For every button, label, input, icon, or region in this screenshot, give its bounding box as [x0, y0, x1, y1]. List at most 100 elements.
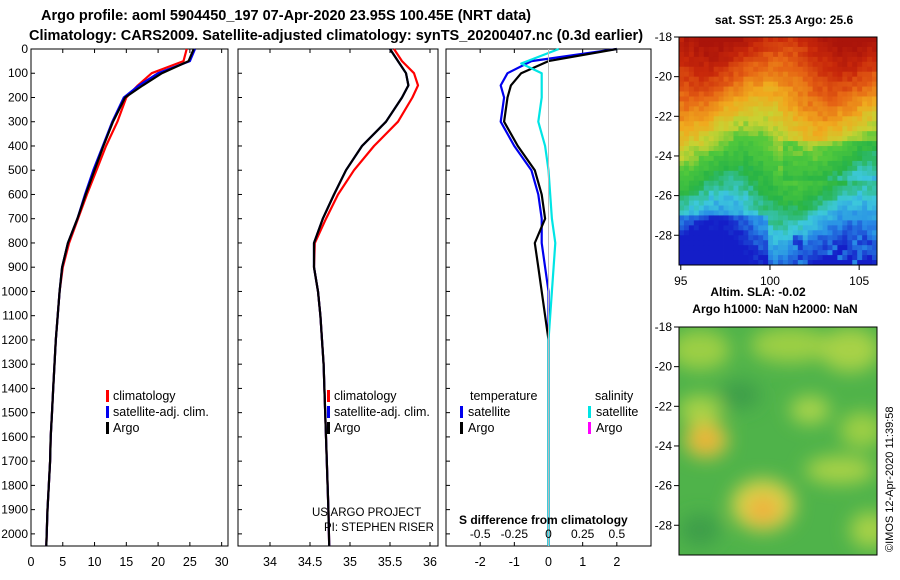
sst-cell [797, 185, 804, 192]
sst-cell [847, 170, 853, 177]
sst-cell [763, 175, 769, 182]
sst-cell [872, 141, 877, 147]
sst-cell [812, 220, 818, 226]
sst-cell [842, 165, 848, 172]
sst-cell [723, 81, 729, 87]
sst-cell [797, 96, 804, 102]
sst-cell [708, 170, 715, 177]
sst-cell [842, 61, 848, 68]
sst-cell [773, 210, 779, 216]
sst-cell [738, 41, 744, 48]
sst-cell [817, 146, 823, 152]
sst-cell [728, 250, 734, 256]
sst-cell [807, 245, 814, 251]
sst-cell [768, 225, 774, 231]
sst-cell [683, 131, 690, 137]
sst-cell [837, 126, 843, 132]
sst-cell [797, 121, 804, 127]
legend-marker-satellite [327, 406, 330, 418]
x-tick-label: 34 [263, 555, 277, 569]
sst-cell [852, 195, 858, 201]
sst-cell [763, 46, 769, 53]
sst-cell [728, 66, 734, 73]
sst-cell [748, 151, 754, 157]
sst-cell [872, 160, 877, 167]
sst-cell [723, 66, 729, 73]
depth-tick-label: 800 [8, 236, 28, 250]
sst-cell [792, 66, 799, 73]
sst-cell [792, 41, 799, 48]
sst-cell [872, 195, 877, 201]
sst-cell [847, 146, 853, 152]
sst-cell [847, 41, 853, 48]
sst-cell [743, 255, 749, 261]
sst-cell [782, 81, 789, 87]
sst-cell [728, 96, 734, 102]
sst-cell [763, 81, 769, 87]
sst-cell [852, 71, 858, 78]
sst-cell [852, 136, 858, 142]
sst-cell [872, 220, 877, 226]
sst-cell [852, 210, 858, 216]
sst-cell [817, 56, 823, 63]
sst-cell [792, 165, 799, 172]
sst-cell [778, 41, 784, 48]
sst-cell [832, 81, 838, 87]
sst-cell [679, 195, 685, 201]
sst-cell [807, 61, 814, 68]
sst-cell [787, 175, 794, 182]
sst-cell [723, 131, 729, 137]
sst-cell [862, 116, 868, 122]
sst-cell [679, 131, 685, 137]
sla-heatmap [679, 327, 877, 555]
sst-cell [683, 210, 690, 216]
sst-cell [723, 245, 729, 251]
sst-cell [693, 245, 700, 251]
sst-cell [679, 91, 685, 97]
sst-cell [832, 111, 838, 117]
sst-cell [802, 175, 809, 182]
sst-cell [728, 116, 734, 122]
sst-cell [733, 210, 739, 216]
salinity-diff-tick-label: -0.5 [470, 527, 491, 541]
sst-cell [802, 180, 809, 187]
sst-cell [733, 121, 739, 127]
sst-cell [812, 61, 818, 68]
sst-cell [698, 56, 705, 63]
sst-cell [768, 200, 774, 206]
sst-cell [723, 116, 729, 122]
sst-cell [778, 111, 784, 117]
sst-cell [867, 61, 873, 68]
sst-cell [792, 230, 799, 236]
sst-cell [679, 37, 685, 43]
sst-cell [773, 245, 779, 251]
sst-cell [723, 160, 729, 167]
sst-cell [842, 151, 848, 157]
sst-cell [693, 175, 700, 182]
sst-cell [733, 235, 739, 241]
sst-cell [698, 240, 705, 246]
sst-cell [778, 121, 784, 127]
sst-cell [728, 240, 734, 246]
map-x-tick-label: 105 [849, 274, 869, 288]
sst-cell [773, 116, 779, 122]
sst-cell [832, 255, 838, 261]
sst-cell [817, 195, 823, 201]
sst-cell [743, 51, 749, 58]
sst-cell [812, 170, 818, 177]
sst-cell [698, 71, 705, 78]
sst-cell [758, 56, 764, 63]
sst-cell [768, 51, 774, 58]
sst-cell [763, 51, 769, 58]
sst-cell [718, 215, 724, 221]
sst-cell [862, 200, 868, 206]
sst-cell [787, 126, 794, 132]
sst-cell [743, 210, 749, 216]
sst-cell [683, 116, 690, 122]
sst-map-frame [678, 36, 878, 266]
sst-cell [723, 61, 729, 68]
sst-cell [847, 106, 853, 112]
sst-cell [723, 111, 729, 117]
sst-cell [857, 155, 863, 162]
sla-blob [750, 327, 830, 363]
